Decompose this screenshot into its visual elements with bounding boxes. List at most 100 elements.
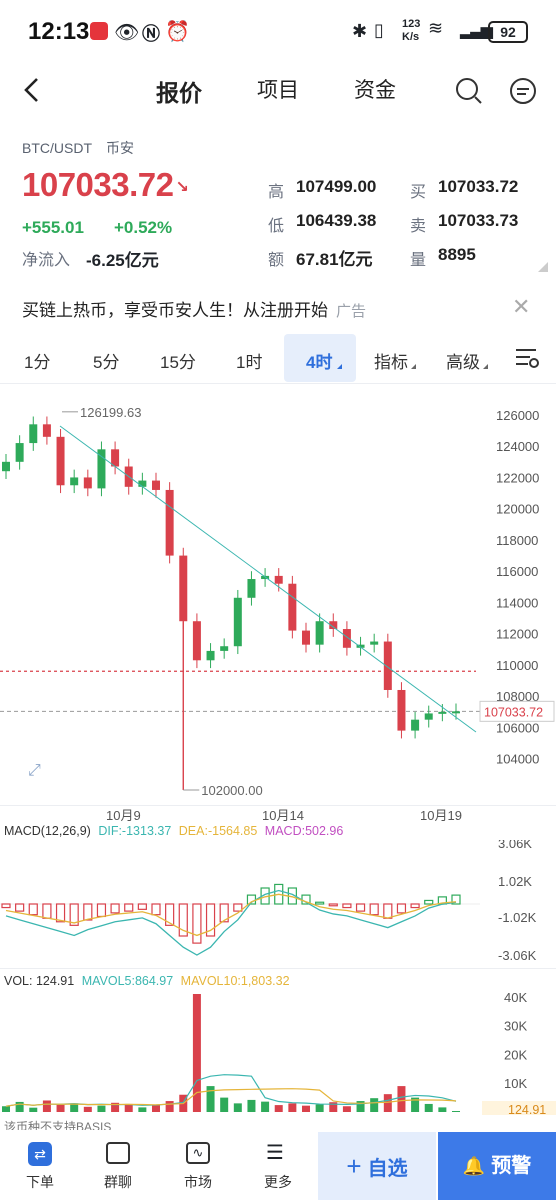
advanced-corner-icon — [483, 364, 488, 369]
volume-bar — [411, 1097, 420, 1112]
candle-body — [192, 621, 201, 661]
volume-bar — [2, 1106, 10, 1112]
volume-bar — [356, 1101, 365, 1112]
macd-bar — [15, 903, 25, 912]
interval-15m[interactable]: 15分 — [160, 353, 196, 372]
macd-bar — [355, 903, 366, 912]
macd-bar — [178, 903, 188, 937]
interval-1h[interactable]: 1时 — [236, 353, 263, 372]
price-chart[interactable]: 126000 124000 122000 120000 118000 116000 1140… — [0, 384, 556, 824]
mavol5-value: MAVOL5:864.97 — [81, 974, 174, 988]
search-icon[interactable] — [454, 76, 484, 106]
mavol10-value: MAVOL10:1,803.32 — [180, 974, 290, 988]
volume-bar — [315, 1104, 324, 1112]
vol-y-tick: 10K — [504, 1076, 527, 1091]
volume-bar — [452, 1111, 460, 1112]
chart-settings-icon[interactable] — [514, 346, 540, 370]
indicator-menu[interactable]: 指标 — [374, 353, 408, 372]
volume-bar — [288, 1103, 297, 1112]
price-y-tick: 120000 — [496, 502, 539, 517]
fullscreen-icon[interactable]: ⤢ — [28, 762, 41, 779]
volume-bar — [29, 1107, 38, 1112]
tab-quote[interactable]: 报价 — [156, 80, 202, 106]
bell-icon: 🔔 — [462, 1156, 486, 1176]
candle-body — [329, 621, 338, 630]
netflow-label: 净流入 — [22, 252, 71, 269]
back-icon[interactable] — [22, 76, 42, 104]
vol-y-tick: 30K — [504, 1019, 527, 1034]
vol-y-tick: 40K — [504, 990, 527, 1005]
chat-icon[interactable] — [508, 76, 538, 106]
volume-bar — [124, 1103, 133, 1112]
close-ad-icon[interactable]: ✕ — [512, 294, 531, 319]
macd-bar — [328, 903, 338, 907]
macd-bar — [424, 899, 434, 905]
stat-volume-value: 8895 — [438, 245, 476, 264]
ad-banner[interactable]: 买链上热币，享受币安人生！从注册开始 广告 — [22, 296, 366, 321]
interval-4h-corner-icon — [337, 364, 342, 369]
stat-high-value: 107499.00 — [296, 177, 377, 196]
favorite-label: 自选 — [367, 1158, 408, 1180]
volume-bar — [206, 1086, 215, 1112]
volume-bar — [302, 1105, 310, 1112]
plus-icon: + — [346, 1151, 362, 1181]
indicator-corner-icon — [411, 364, 416, 369]
candle-body — [342, 629, 351, 648]
macd-bar — [137, 903, 147, 910]
volume-bar — [233, 1103, 242, 1112]
volume-bar — [83, 1106, 92, 1112]
stat-bid-label: 买 — [410, 184, 427, 201]
tab-project[interactable]: 项目 — [257, 79, 299, 102]
macd-y-tick: -1.02K — [498, 910, 537, 925]
price-alert-button[interactable]: 🔔 预警 — [438, 1132, 556, 1200]
nav-market[interactable]: ∿ 市场 — [166, 1130, 230, 1200]
price-y-tick: 116000 — [496, 564, 538, 579]
interval-4h[interactable]: 4时 — [306, 353, 333, 372]
interval-5m[interactable]: 5分 — [93, 353, 120, 372]
macd-dea: DEA:-1564.85 — [178, 824, 258, 838]
volume-bar — [438, 1107, 447, 1112]
price-y-tick: 126000 — [496, 408, 539, 423]
pair-name: BTC/USDT — [22, 140, 92, 156]
stat-low-value: 106439.38 — [296, 211, 377, 230]
candle-body — [370, 641, 379, 645]
volume-bar — [424, 1103, 433, 1112]
nav-group-chat-label: 群聊 — [104, 1174, 132, 1190]
candle-body — [138, 480, 147, 487]
last-price-tag — [479, 700, 555, 722]
candle-body — [383, 641, 392, 690]
interval-1m[interactable]: 1分 — [24, 353, 51, 372]
dea-line — [5, 893, 457, 937]
price-y-tick: 110000 — [496, 658, 538, 673]
macd-bar — [233, 903, 243, 912]
netflow-value: -6.25亿元 — [86, 251, 159, 270]
candle-body — [83, 477, 92, 489]
volume-chart: 40K 30K 20K 10K 124.91 — [2, 990, 556, 1115]
macd-bar — [96, 903, 107, 918]
down-arrow-icon: ↘ — [175, 179, 189, 197]
candle-body — [315, 621, 324, 645]
tab-funds[interactable]: 资金 — [354, 79, 396, 102]
nav-group-chat[interactable]: 群聊 — [86, 1130, 150, 1200]
macd-bar — [69, 903, 79, 926]
nav-order[interactable]: ⇄ 下单 — [8, 1130, 72, 1200]
volume-bar — [15, 1101, 24, 1112]
macd-bar — [369, 903, 379, 916]
nav-more[interactable]: ☰ 更多 — [246, 1130, 310, 1200]
volume-bar — [397, 1086, 406, 1112]
macd-divider — [0, 968, 556, 969]
volume-bar — [165, 1101, 174, 1112]
macd-title: MACD(12,26,9) — [4, 824, 91, 838]
stat-ask-value: 107033.73 — [438, 211, 519, 230]
advanced-menu[interactable]: 高级 — [446, 353, 480, 372]
pair-header: BTC/USDT 币安 — [22, 138, 134, 158]
stat-ask-label: 卖 — [410, 218, 427, 235]
candle-body — [2, 461, 10, 472]
add-favorite-button[interactable]: + 自选 — [318, 1132, 436, 1200]
nav-more-label: 更多 — [264, 1174, 292, 1190]
stat-turnover-label: 额 — [268, 252, 285, 269]
price-y-tick: 112000 — [496, 627, 538, 642]
expand-corner-icon[interactable] — [538, 262, 548, 272]
volume-bar — [342, 1106, 351, 1112]
macd-y-tick: -3.06K — [498, 948, 537, 963]
